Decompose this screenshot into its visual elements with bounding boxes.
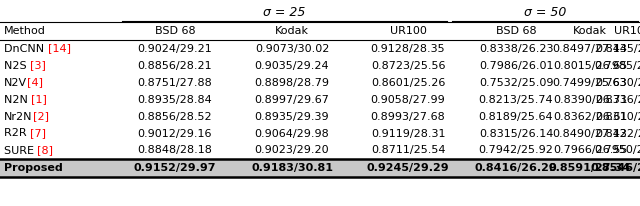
Text: 0.9152/29.97: 0.9152/29.97 [134, 163, 216, 173]
Text: 0.8898/28.79: 0.8898/28.79 [255, 77, 330, 88]
Text: Method: Method [4, 26, 46, 36]
Bar [0, 159, 640, 177]
Text: 0.8336/24.60: 0.8336/24.60 [595, 95, 640, 104]
Text: UR100: UR100 [614, 26, 640, 36]
Text: DnCNN: DnCNN [4, 43, 47, 54]
Text: [14]: [14] [47, 43, 70, 54]
Text: 0.7532/25.09: 0.7532/25.09 [479, 77, 553, 88]
Text: N2N: N2N [4, 95, 31, 104]
Text: Nr2N: Nr2N [4, 111, 33, 122]
Text: BSD 68: BSD 68 [155, 26, 195, 36]
Text: 0.8993/27.68: 0.8993/27.68 [371, 111, 445, 122]
Text: 0.8601/25.26: 0.8601/25.26 [371, 77, 445, 88]
Text: σ = 50: σ = 50 [524, 6, 566, 19]
Text: 0.9012/29.16: 0.9012/29.16 [138, 129, 212, 138]
Text: 0.9073/30.02: 0.9073/30.02 [255, 43, 329, 54]
Text: [2]: [2] [33, 111, 49, 122]
Text: 0.8751/27.88: 0.8751/27.88 [138, 77, 212, 88]
Text: [4]: [4] [27, 77, 43, 88]
Text: 0.7986/26.01: 0.7986/26.01 [479, 61, 553, 70]
Text: 0.9245/29.29: 0.9245/29.29 [367, 163, 449, 173]
Text: 0.8935/28.84: 0.8935/28.84 [138, 95, 212, 104]
Text: 0.7630/23.41: 0.7630/23.41 [595, 77, 640, 88]
Text: 0.8315/26.14: 0.8315/26.14 [479, 129, 553, 138]
Text: 0.8015/26.65: 0.8015/26.65 [553, 61, 627, 70]
Text: 0.8856/28.21: 0.8856/28.21 [138, 61, 212, 70]
Text: Kodak: Kodak [275, 26, 309, 36]
Text: 0.8189/25.64: 0.8189/25.64 [479, 111, 554, 122]
Text: 0.8997/29.67: 0.8997/29.67 [255, 95, 330, 104]
Text: SURE: SURE [4, 145, 38, 156]
Text: 0.8435/25.01: 0.8435/25.01 [595, 43, 640, 54]
Text: 0.8848/28.18: 0.8848/28.18 [138, 145, 212, 156]
Text: 0.8213/25.74: 0.8213/25.74 [479, 95, 554, 104]
Text: UR100: UR100 [390, 26, 426, 36]
Text: σ = 25: σ = 25 [263, 6, 306, 19]
Text: 0.8723/25.56: 0.8723/25.56 [371, 61, 445, 70]
Text: 0.8546/25.28: 0.8546/25.28 [591, 163, 640, 173]
Text: 0.8711/25.54: 0.8711/25.54 [371, 145, 445, 156]
Text: N2V: N2V [4, 77, 27, 88]
Text: 0.8497/27.14: 0.8497/27.14 [552, 43, 627, 54]
Text: 0.8362/26.61: 0.8362/26.61 [553, 111, 627, 122]
Text: 0.9024/29.21: 0.9024/29.21 [138, 43, 212, 54]
Text: Kodak: Kodak [573, 26, 607, 36]
Text: 0.7499/25.63: 0.7499/25.63 [553, 77, 627, 88]
Text: 0.7985/24.05: 0.7985/24.05 [595, 61, 640, 70]
Text: 0.9035/29.24: 0.9035/29.24 [255, 61, 330, 70]
Text: 0.7942/25.92: 0.7942/25.92 [479, 145, 554, 156]
Text: N2S: N2S [4, 61, 30, 70]
Text: 0.9023/29.20: 0.9023/29.20 [255, 145, 330, 156]
Text: [7]: [7] [30, 129, 46, 138]
Text: R2R: R2R [4, 129, 30, 138]
Text: 0.8338/26.23: 0.8338/26.23 [479, 43, 553, 54]
Text: 0.9119/28.31: 0.9119/28.31 [371, 129, 445, 138]
Text: 0.7966/26.55: 0.7966/26.55 [553, 145, 627, 156]
Text: 0.9064/29.98: 0.9064/29.98 [255, 129, 330, 138]
Text: BSD 68: BSD 68 [496, 26, 536, 36]
Text: [1]: [1] [31, 95, 47, 104]
Text: 0.8390/26.71: 0.8390/26.71 [553, 95, 627, 104]
Text: 0.8432/25.00: 0.8432/25.00 [595, 129, 640, 138]
Text: 0.8416/26.29: 0.8416/26.29 [475, 163, 557, 173]
Text: 0.8490/27.12: 0.8490/27.12 [552, 129, 627, 138]
Text: 0.8310/24.50: 0.8310/24.50 [595, 111, 640, 122]
Text: 0.7950/23.98: 0.7950/23.98 [595, 145, 640, 156]
Text: 0.8856/28.52: 0.8856/28.52 [138, 111, 212, 122]
Text: 0.9128/28.35: 0.9128/28.35 [371, 43, 445, 54]
Text: Proposed: Proposed [4, 163, 63, 173]
Text: [8]: [8] [38, 145, 54, 156]
Text: 0.9183/30.81: 0.9183/30.81 [251, 163, 333, 173]
Text: 0.8591/27.34: 0.8591/27.34 [549, 163, 631, 173]
Text: 0.8935/29.39: 0.8935/29.39 [255, 111, 330, 122]
Text: [3]: [3] [30, 61, 46, 70]
Text: 0.9058/27.99: 0.9058/27.99 [371, 95, 445, 104]
